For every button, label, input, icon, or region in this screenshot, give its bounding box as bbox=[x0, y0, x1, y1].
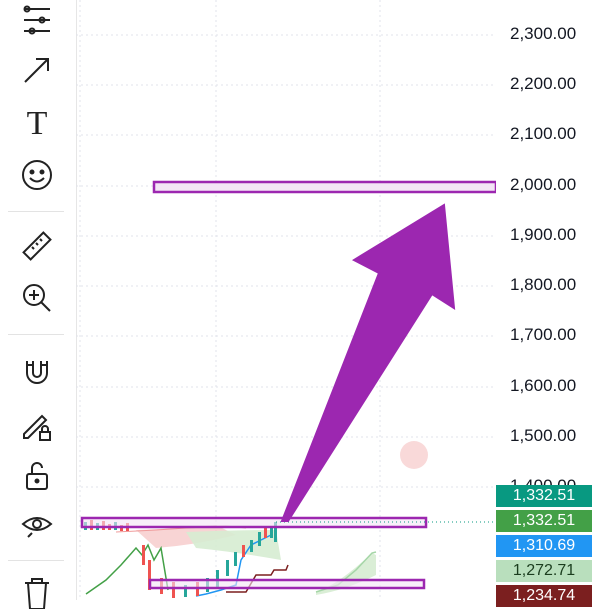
trash-icon[interactable] bbox=[14, 572, 60, 612]
cloud-red bbox=[136, 525, 236, 548]
toolbar-divider bbox=[8, 560, 64, 561]
baseline-line bbox=[226, 564, 289, 593]
price-axis[interactable]: 2,300.00 2,200.00 2,100.00 2,000.00 1,90… bbox=[496, 0, 600, 607]
price-tick: 2,300.00 bbox=[510, 24, 577, 43]
text-icon[interactable]: T bbox=[26, 105, 48, 142]
eye-icon[interactable] bbox=[14, 506, 60, 546]
conversion-line-tag: 1,310.69 bbox=[496, 535, 592, 557]
unlock-icon[interactable] bbox=[14, 456, 60, 496]
chart-canvas[interactable] bbox=[76, 0, 498, 600]
price-tick: 2,200.00 bbox=[510, 74, 577, 93]
cloud-green-right bbox=[316, 553, 376, 595]
price-tick: 2,000.00 bbox=[510, 175, 577, 194]
resistance-zone-rectangle[interactable] bbox=[80, 516, 428, 529]
drawing-toolbar: T bbox=[0, 0, 77, 609]
crosshair-dot bbox=[400, 441, 428, 469]
grid-lines bbox=[76, 0, 496, 600]
toolbar-divider bbox=[8, 211, 64, 212]
price-tick: 1,900.00 bbox=[510, 225, 577, 244]
toolbar-divider bbox=[8, 334, 64, 335]
chart-svg bbox=[76, 0, 498, 600]
target-arrow[interactable] bbox=[280, 203, 456, 522]
leading-span-tag: 1,272.71 bbox=[496, 560, 592, 582]
price-tick: 1,800.00 bbox=[510, 275, 577, 294]
baseline-tag: 1,234.74 bbox=[496, 585, 592, 607]
price-tick: 1,500.00 bbox=[510, 426, 577, 445]
price-tick: 1,600.00 bbox=[510, 376, 577, 395]
price-tick: 1,700.00 bbox=[510, 325, 577, 344]
magnet-icon[interactable] bbox=[14, 350, 60, 390]
ruler-icon[interactable] bbox=[14, 226, 60, 266]
multipoint-icon[interactable] bbox=[14, 0, 60, 40]
price-tick: 2,100.00 bbox=[510, 124, 577, 143]
target-zone-rectangle[interactable] bbox=[152, 180, 498, 194]
zoom-in-icon[interactable] bbox=[14, 278, 60, 318]
close-price-tag: 1,332.51 bbox=[496, 510, 592, 532]
emoji-icon[interactable] bbox=[14, 155, 60, 195]
arrow-icon[interactable] bbox=[14, 50, 60, 90]
support-zone-rectangle[interactable] bbox=[148, 578, 426, 590]
last-price-tag: 1,332.51 bbox=[496, 485, 592, 507]
cloud-green bbox=[186, 530, 281, 560]
pencil-lock-icon[interactable] bbox=[14, 405, 60, 445]
